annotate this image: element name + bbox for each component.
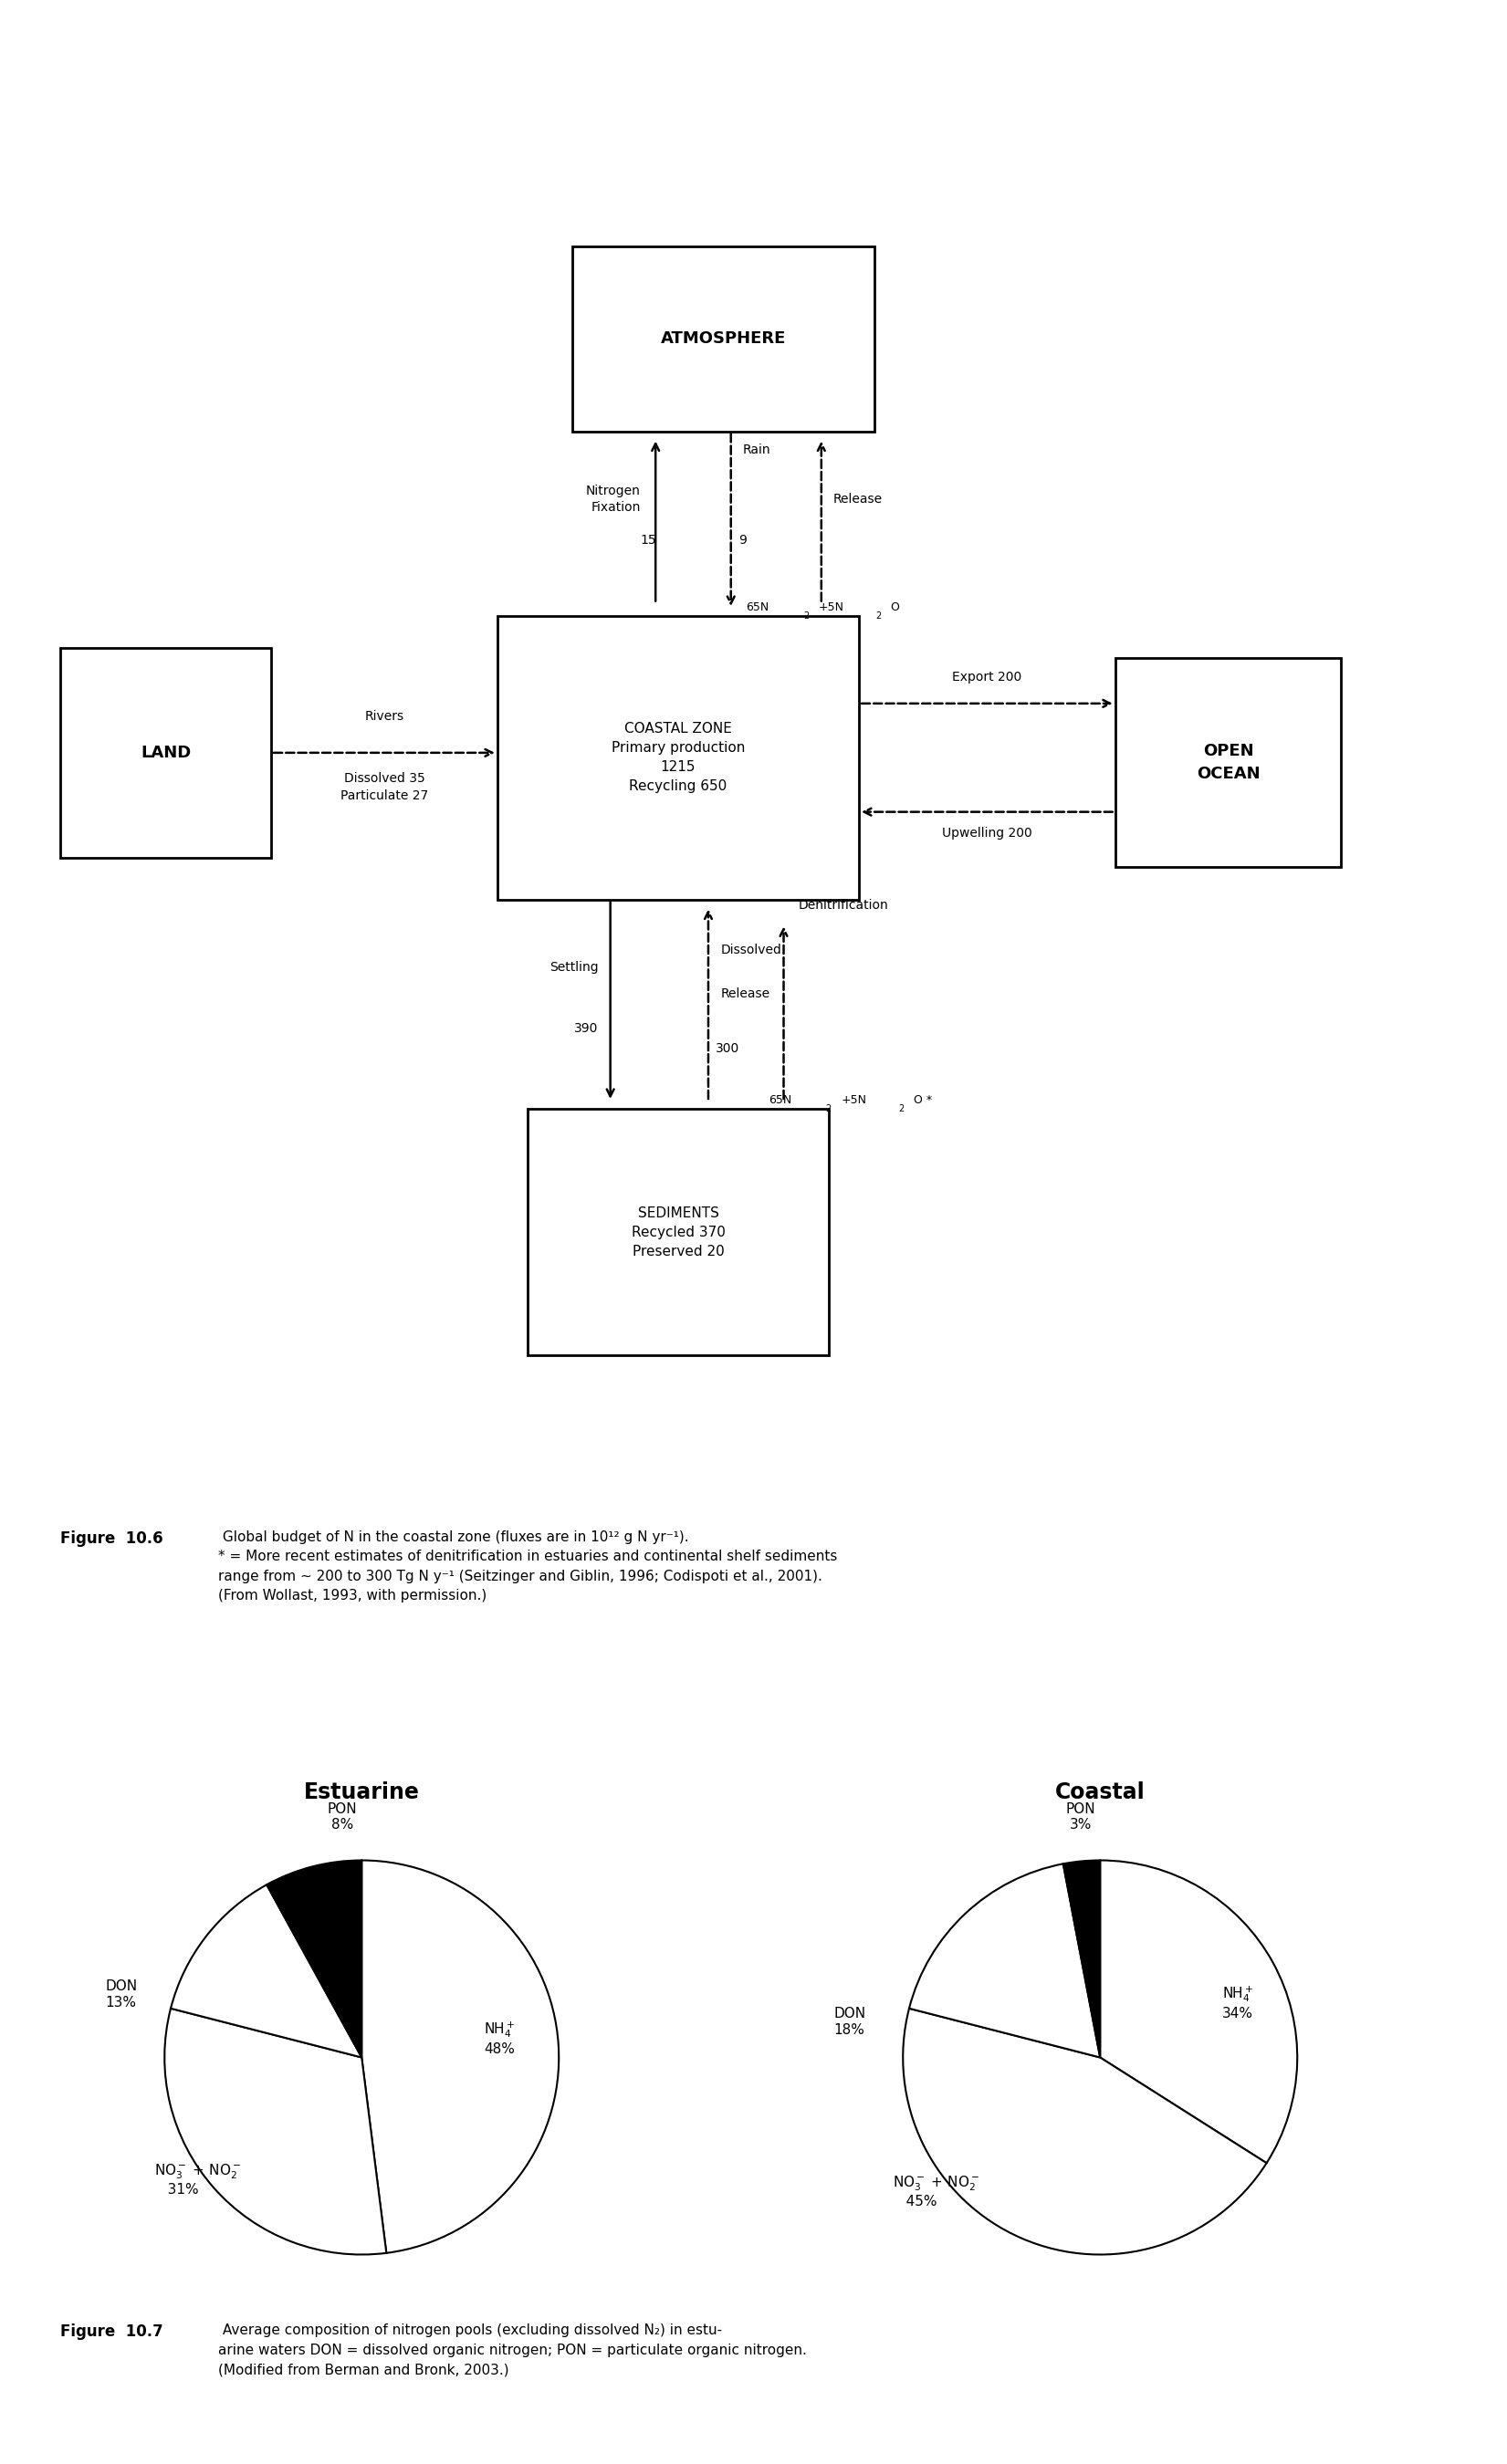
Text: NO$_3^-$ + NO$_2^-$
   45%: NO$_3^-$ + NO$_2^-$ 45%	[894, 2173, 980, 2208]
FancyBboxPatch shape	[497, 616, 859, 899]
Text: SEDIMENTS
Recycled 370
Preserved 20: SEDIMENTS Recycled 370 Preserved 20	[631, 1205, 725, 1259]
Text: PON
3%: PON 3%	[1065, 1801, 1096, 1831]
Text: Release: Release	[833, 493, 883, 505]
Text: 2: 2	[898, 1104, 904, 1114]
Text: DON
13%: DON 13%	[105, 1979, 137, 2008]
Text: +5N: +5N	[818, 601, 844, 614]
Text: Figure  10.6: Figure 10.6	[60, 1530, 163, 1547]
Title: Estuarine: Estuarine	[304, 1781, 419, 1804]
Text: O *: O *	[913, 1094, 931, 1106]
Text: 2: 2	[803, 611, 809, 621]
Text: 15: 15	[640, 535, 656, 547]
Text: Denitrification: Denitrification	[799, 899, 889, 912]
Text: Dissolved 35
Particulate 27: Dissolved 35 Particulate 27	[341, 774, 428, 803]
Text: ATMOSPHERE: ATMOSPHERE	[660, 330, 787, 347]
Text: Release: Release	[720, 988, 770, 1000]
Title: Coastal: Coastal	[1055, 1781, 1145, 1804]
Text: 300: 300	[716, 1042, 740, 1055]
Text: Figure  10.7: Figure 10.7	[60, 2324, 163, 2341]
Wedge shape	[1100, 1860, 1298, 2163]
Text: PON
8%: PON 8%	[327, 1801, 357, 1831]
Text: NH$_4^+$
48%: NH$_4^+$ 48%	[484, 2020, 515, 2055]
Text: Export 200: Export 200	[952, 670, 1022, 685]
FancyBboxPatch shape	[573, 246, 874, 431]
FancyBboxPatch shape	[60, 648, 271, 857]
Text: Upwelling 200: Upwelling 200	[942, 828, 1032, 840]
Text: Rain: Rain	[743, 444, 772, 456]
FancyBboxPatch shape	[527, 1109, 829, 1355]
Wedge shape	[362, 1860, 559, 2252]
Text: 2: 2	[826, 1104, 832, 1114]
Wedge shape	[267, 1860, 362, 2057]
Text: OPEN
OCEAN: OPEN OCEAN	[1197, 744, 1260, 781]
Text: 390: 390	[574, 1023, 598, 1035]
Text: 65N: 65N	[746, 601, 769, 614]
Text: Nitrogen
Fixation: Nitrogen Fixation	[586, 485, 640, 515]
Text: COASTAL ZONE
Primary production
1215
Recycling 650: COASTAL ZONE Primary production 1215 Rec…	[612, 722, 744, 793]
Text: O: O	[891, 601, 900, 614]
Wedge shape	[170, 1885, 362, 2057]
Text: NO$_3^-$ + NO$_2^-$
   31%: NO$_3^-$ + NO$_2^-$ 31%	[155, 2163, 241, 2198]
Text: 2: 2	[876, 611, 882, 621]
Text: 65N: 65N	[769, 1094, 791, 1106]
Wedge shape	[909, 1863, 1100, 2057]
Text: Settling: Settling	[550, 961, 598, 973]
FancyBboxPatch shape	[1115, 658, 1341, 867]
Wedge shape	[903, 2008, 1266, 2255]
Text: LAND: LAND	[140, 744, 191, 761]
Text: NH$_4^+$
34%: NH$_4^+$ 34%	[1222, 1984, 1254, 2020]
Text: DON
18%: DON 18%	[833, 2008, 867, 2038]
Text: +5N: +5N	[841, 1094, 867, 1106]
Text: Average composition of nitrogen pools (excluding dissolved N₂) in estu-
arine wa: Average composition of nitrogen pools (e…	[219, 2324, 808, 2378]
Wedge shape	[164, 2008, 386, 2255]
Text: Dissolved: Dissolved	[720, 944, 782, 956]
Text: 9: 9	[738, 535, 746, 547]
Text: Rivers: Rivers	[365, 710, 404, 724]
Wedge shape	[1062, 1860, 1100, 2057]
Text: Global budget of N in the coastal zone (fluxes are in 10¹² g N yr⁻¹).
* = More r: Global budget of N in the coastal zone (…	[219, 1530, 838, 1604]
